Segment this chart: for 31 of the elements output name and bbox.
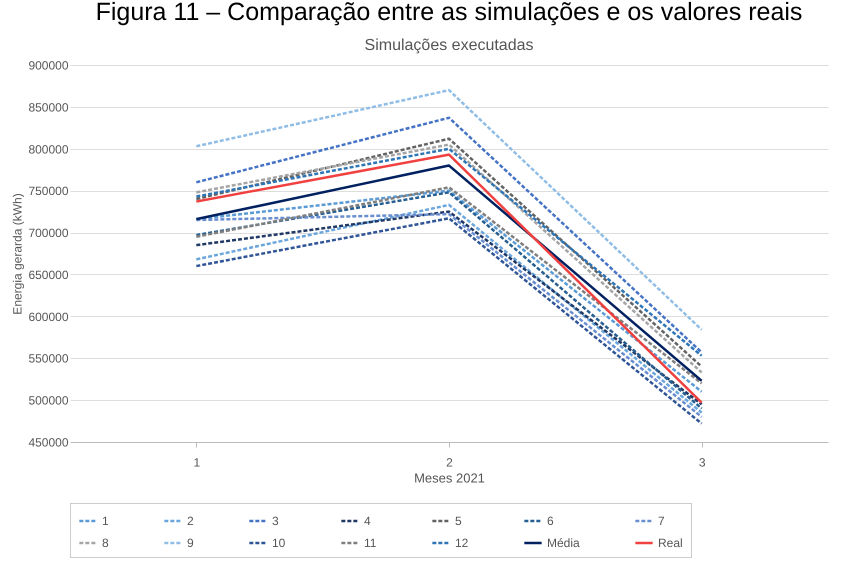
legend-label: 10	[272, 536, 286, 550]
y-tick-label: 600000	[28, 310, 69, 324]
legend-label: 7	[658, 514, 665, 528]
y-tick-label: 800000	[28, 142, 69, 156]
legend-label: 8	[102, 536, 109, 550]
legend-label: 12	[455, 536, 469, 550]
legend-label: 11	[364, 536, 377, 550]
legend-label: 2	[187, 514, 194, 528]
y-tick-label: 500000	[28, 394, 69, 408]
x-axis-title: Meses 2021	[414, 470, 485, 486]
chart-title: Figura 11 – Comparação entre as simulações e os valores reais	[96, 0, 802, 26]
legend-label: Real	[658, 536, 683, 550]
y-tick-label: 450000	[28, 436, 69, 450]
y-tick-label: 850000	[28, 100, 69, 114]
y-tick-label: 650000	[28, 268, 69, 282]
y-tick-label: 700000	[28, 226, 69, 240]
legend-label: 4	[364, 514, 371, 528]
legend-label: 5	[455, 514, 462, 528]
y-tick-label: 750000	[28, 184, 69, 198]
legend-label: Média	[547, 536, 580, 550]
legend-label: 9	[187, 536, 194, 550]
chart-subtitle: Simulações executadas	[364, 37, 534, 54]
x-tick-label: 2	[446, 456, 454, 470]
legend-label: 6	[547, 514, 554, 528]
x-tick-label: 3	[698, 456, 706, 470]
x-tick-label: 1	[193, 456, 200, 470]
y-axis-title: Energia gerarda (kWh)	[10, 193, 24, 315]
y-tick-label: 550000	[28, 352, 69, 366]
y-tick-label: 900000	[28, 58, 69, 72]
legend-label: 3	[272, 514, 279, 528]
legend-label: 1	[102, 514, 109, 528]
